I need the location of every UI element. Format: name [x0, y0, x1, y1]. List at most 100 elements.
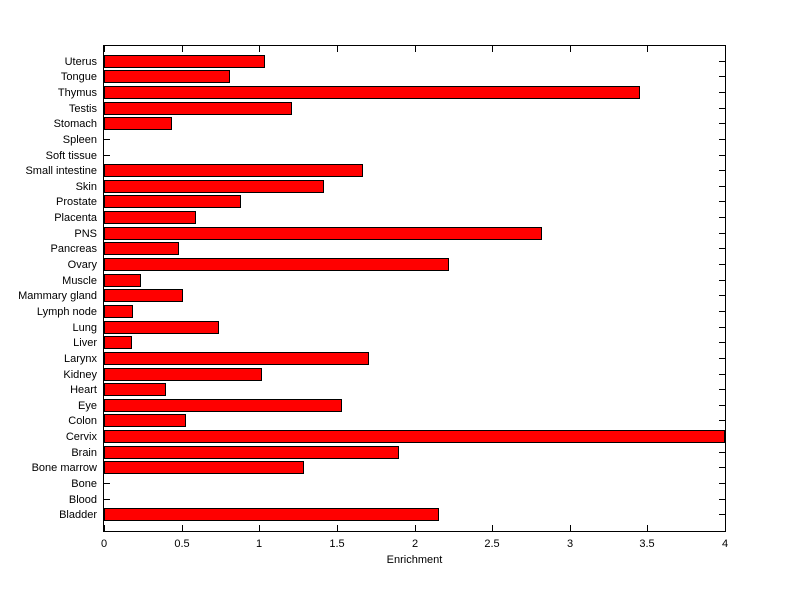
bar-tongue: [104, 70, 230, 83]
y-tick-right-testis: [719, 108, 725, 109]
y-tick-right-heart: [719, 389, 725, 390]
x-tick-label-0.5: 0.5: [174, 538, 190, 550]
y-tick-label-skin: Skin: [75, 181, 97, 193]
bar-stomach: [104, 117, 172, 130]
x-tick-top-2.5: [492, 46, 493, 52]
y-tick-right-blood: [719, 499, 725, 500]
bar-heart: [104, 383, 166, 396]
bar-lymph-node: [104, 305, 133, 318]
y-tick-label-spleen: Spleen: [62, 134, 97, 146]
x-tick-label-1: 1: [255, 538, 263, 550]
x-tick-label-0: 0: [100, 538, 108, 550]
y-tick-label-heart: Heart: [70, 384, 97, 396]
y-tick-right-placenta: [719, 217, 725, 218]
bar-placenta: [104, 211, 196, 224]
y-tick-right-bone-marrow: [719, 467, 725, 468]
bar-muscle: [104, 274, 141, 287]
bar-colon: [104, 414, 186, 427]
y-tick-right-kidney: [719, 374, 725, 375]
x-tick-label-4: 4: [721, 538, 729, 550]
y-tick-right-soft-tissue: [719, 155, 725, 156]
x-tick-label-3: 3: [566, 538, 574, 550]
bar-eye: [104, 399, 342, 412]
x-tick-top-3.5: [647, 46, 648, 52]
y-tick-right-spleen: [719, 139, 725, 140]
y-tick-right-thymus: [719, 92, 725, 93]
y-tick-label-thymus: Thymus: [57, 87, 97, 99]
y-tick-right-colon: [719, 420, 725, 421]
y-tick-left-spleen: [104, 139, 110, 140]
y-tick-right-mammary-gland: [719, 295, 725, 296]
plot-area: [103, 45, 726, 532]
y-tick-label-blood: Blood: [68, 494, 97, 506]
x-tick-bottom-0.5: [182, 525, 183, 531]
x-tick-bottom-3: [570, 525, 571, 531]
y-tick-label-bone-marrow: Bone marrow: [31, 462, 97, 474]
y-tick-label-tongue: Tongue: [60, 71, 97, 83]
y-tick-label-pancreas: Pancreas: [50, 243, 97, 255]
bar-liver: [104, 336, 132, 349]
y-tick-right-stomach: [719, 123, 725, 124]
y-tick-label-small-intestine: Small intestine: [25, 165, 97, 177]
bar-cervix: [104, 430, 725, 443]
x-tick-top-4: [725, 46, 726, 52]
y-tick-label-liver: Liver: [73, 337, 97, 349]
x-tick-label-2.5: 2.5: [484, 538, 500, 550]
y-tick-label-mammary-gland: Mammary gland: [18, 290, 97, 302]
y-tick-label-lymph-node: Lymph node: [36, 306, 97, 318]
bar-pancreas: [104, 242, 179, 255]
y-tick-right-tongue: [719, 76, 725, 77]
bar-brain: [104, 446, 399, 459]
y-tick-label-testis: Testis: [68, 103, 97, 115]
x-tick-bottom-3.5: [647, 525, 648, 531]
y-tick-label-colon: Colon: [68, 415, 97, 427]
y-tick-label-lung: Lung: [72, 322, 97, 334]
bar-testis: [104, 102, 292, 115]
y-tick-label-larynx: Larynx: [63, 353, 97, 365]
x-tick-label-1.5: 1.5: [329, 538, 345, 550]
y-tick-label-pns: PNS: [74, 228, 97, 240]
y-tick-left-bone: [104, 483, 110, 484]
y-tick-label-uterus: Uterus: [64, 56, 97, 68]
bar-larynx: [104, 352, 369, 365]
bar-small-intestine: [104, 164, 363, 177]
y-tick-left-soft-tissue: [104, 155, 110, 156]
y-tick-right-bone: [719, 483, 725, 484]
x-tick-top-0: [104, 46, 105, 52]
bar-uterus: [104, 55, 265, 68]
y-tick-label-kidney: Kidney: [63, 369, 97, 381]
y-tick-right-lung: [719, 327, 725, 328]
y-tick-right-liver: [719, 342, 725, 343]
y-tick-label-soft-tissue: Soft tissue: [45, 150, 97, 162]
y-tick-right-larynx: [719, 358, 725, 359]
y-tick-label-bladder: Bladder: [59, 509, 97, 521]
y-tick-label-cervix: Cervix: [65, 431, 97, 443]
y-tick-label-brain: Brain: [71, 447, 97, 459]
y-tick-right-skin: [719, 186, 725, 187]
bar-kidney: [104, 368, 262, 381]
bar-thymus: [104, 86, 640, 99]
y-tick-right-pancreas: [719, 248, 725, 249]
y-tick-right-lymph-node: [719, 311, 725, 312]
bar-bladder: [104, 508, 439, 521]
bar-pns: [104, 227, 542, 240]
y-tick-label-stomach: Stomach: [53, 118, 97, 130]
x-tick-bottom-4: [725, 525, 726, 531]
x-axis-title: Enrichment: [386, 554, 443, 566]
x-tick-bottom-1.5: [337, 525, 338, 531]
y-tick-label-muscle: Muscle: [62, 275, 97, 287]
x-tick-top-2: [415, 46, 416, 52]
x-tick-top-1: [259, 46, 260, 52]
y-tick-right-muscle: [719, 280, 725, 281]
x-tick-bottom-1: [259, 525, 260, 531]
y-tick-right-pns: [719, 233, 725, 234]
x-tick-bottom-2: [415, 525, 416, 531]
y-tick-label-eye: Eye: [78, 400, 97, 412]
y-tick-right-uterus: [719, 61, 725, 62]
bar-skin: [104, 180, 324, 193]
x-tick-top-0.5: [182, 46, 183, 52]
x-tick-top-1.5: [337, 46, 338, 52]
bar-lung: [104, 321, 219, 334]
y-tick-label-placenta: Placenta: [54, 212, 97, 224]
